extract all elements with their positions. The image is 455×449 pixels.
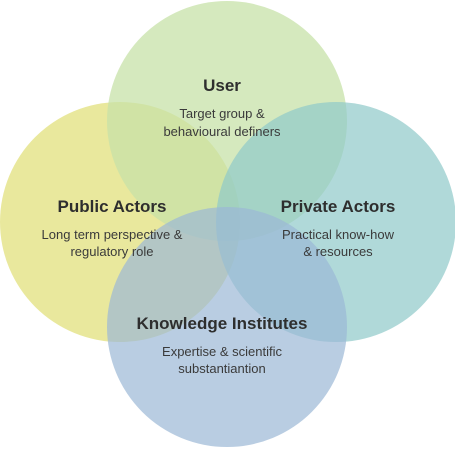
knowledge-institutes-desc-line-2: substantiantion <box>178 361 265 376</box>
knowledge-institutes-title: Knowledge Institutes <box>137 314 308 333</box>
private-actors-desc-line-2: & resources <box>303 244 373 259</box>
public-actors-desc-line-1: Long term perspective & <box>42 227 183 242</box>
public-actors-title: Public Actors <box>58 197 167 216</box>
user-desc-line-1: Target group & <box>179 106 265 121</box>
user-title: User <box>203 76 241 95</box>
circle-knowledge-institutes <box>107 207 347 447</box>
private-actors-title: Private Actors <box>281 197 396 216</box>
user-desc-line-2: behavioural definers <box>163 124 281 139</box>
knowledge-institutes-desc-line-1: Expertise & scientific <box>162 344 282 359</box>
private-actors-desc-line-1: Practical know-how <box>282 227 395 242</box>
public-actors-desc-line-2: regulatory role <box>70 244 153 259</box>
